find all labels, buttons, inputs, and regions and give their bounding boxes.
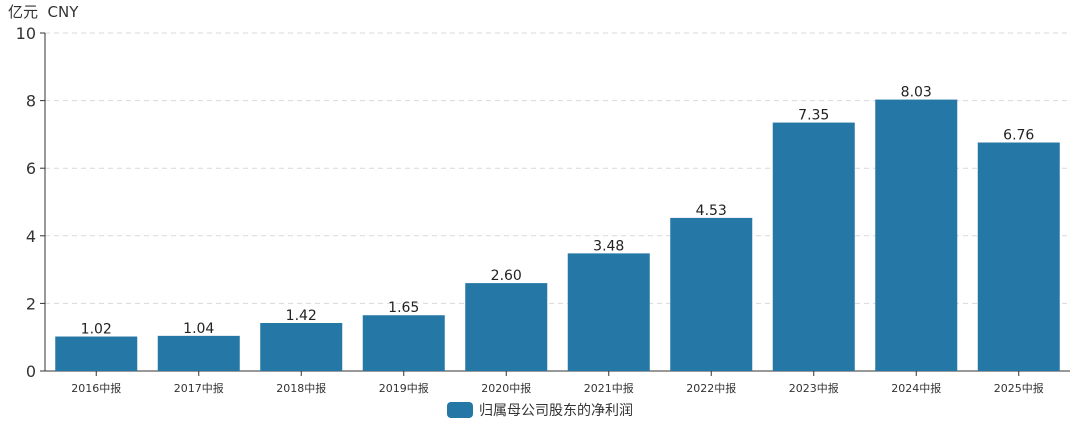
x-tick-label: 2016中报: [71, 381, 121, 395]
legend-label: 归属母公司股东的净利润: [479, 403, 633, 419]
bar-value-label: 1.65: [388, 300, 419, 316]
x-tick-label: 2018中报: [276, 381, 326, 395]
bar: [260, 323, 343, 371]
x-tick-label: 2024中报: [891, 381, 941, 395]
y-axis-unit-label: 亿元 CNY: [8, 3, 79, 21]
y-tick-label: 8: [26, 92, 36, 111]
bar-value-label: 2.60: [491, 268, 522, 284]
legend-swatch: [447, 402, 473, 418]
bar: [977, 142, 1060, 371]
bar-value-label: 3.48: [593, 238, 624, 254]
bar-value-label: 1.04: [183, 321, 214, 337]
bar: [465, 283, 548, 371]
bar: [567, 253, 650, 371]
legend[interactable]: 归属母公司股东的净利润: [0, 400, 1080, 420]
x-ticks: 2016中报 2017中报 2018中报 2019中报 2020中报 2021中报 2022…: [71, 371, 1044, 395]
x-tick-label: 2021中报: [584, 381, 634, 395]
x-tick-label: 2022中报: [686, 381, 736, 395]
bars: [55, 99, 1060, 371]
bar-value-label: 8.03: [901, 85, 932, 101]
x-tick-label: 2019中报: [379, 381, 429, 395]
bar-value-label: 6.76: [1003, 128, 1034, 144]
x-tick-label: 2017中报: [174, 381, 224, 395]
bar: [875, 99, 958, 371]
y-tick-label: 2: [26, 294, 36, 313]
x-tick-label: 2023中报: [789, 381, 839, 395]
y-tick-label: 4: [26, 227, 36, 246]
bar: [55, 336, 138, 371]
bar: [772, 122, 855, 371]
bar: [157, 335, 240, 371]
bar-value-label: 1.42: [286, 308, 317, 324]
y-ticks: 0 2 4 6 8 10: [16, 24, 45, 381]
y-tick-label: 6: [26, 159, 36, 178]
bar-value-label: 7.35: [798, 108, 829, 124]
y-tick-label: 10: [16, 24, 36, 43]
bar-value-label: 4.53: [696, 203, 727, 219]
bar: [670, 217, 753, 371]
y-tick-label: 0: [26, 362, 36, 381]
bar-value-label: 1.02: [81, 322, 112, 338]
x-tick-label: 2025中报: [994, 381, 1044, 395]
bar: [362, 315, 445, 371]
data-labels: 1.02 1.04 1.42 1.65 2.60 3.48 4.53 7.35 8.03 6.76: [81, 85, 1035, 338]
x-tick-label: 2020中报: [481, 381, 531, 395]
